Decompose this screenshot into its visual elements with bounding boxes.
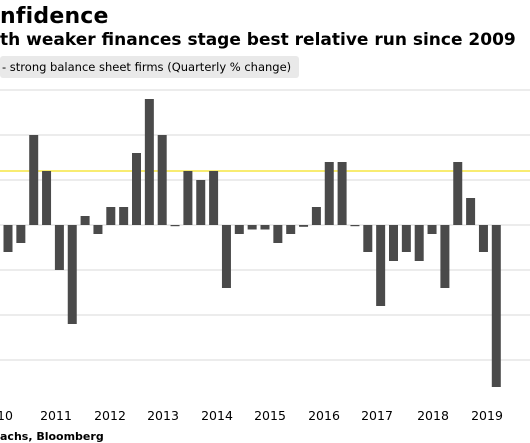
bar <box>3 225 13 252</box>
bar <box>478 225 488 252</box>
bar <box>389 225 398 261</box>
bar <box>106 207 116 225</box>
bar <box>93 225 103 234</box>
x-tick-label: 2015 <box>254 408 286 423</box>
bar <box>324 162 334 225</box>
bar <box>54 225 64 270</box>
x-tick-label: 2016 <box>308 408 340 423</box>
bar <box>209 171 219 225</box>
x-tick-label: 2018 <box>417 408 449 423</box>
bar <box>196 180 206 225</box>
x-tick-label: 2012 <box>94 408 126 423</box>
legend-box: - strong balance sheet firms (Quarterly … <box>0 56 300 78</box>
chart-subtitle: th weaker finances stage best relative r… <box>0 30 516 50</box>
bar <box>221 225 231 288</box>
bar <box>311 207 321 225</box>
bar <box>170 225 180 227</box>
bar <box>157 135 167 225</box>
bar <box>299 225 309 227</box>
bar <box>119 207 129 225</box>
bar <box>247 225 257 230</box>
bar <box>234 225 244 234</box>
bar <box>16 225 26 243</box>
bar <box>286 225 296 234</box>
bar <box>337 162 347 225</box>
bar <box>144 99 154 225</box>
bar <box>453 162 463 225</box>
bar <box>132 153 141 225</box>
bar <box>414 225 424 261</box>
bar <box>29 135 39 225</box>
x-tick-label: 10 <box>0 408 13 423</box>
bar <box>363 225 373 252</box>
bar <box>376 225 386 306</box>
chart-title: nfidence <box>0 4 109 29</box>
x-tick-label: 2019 <box>471 408 503 423</box>
x-tick-label: 2014 <box>201 408 233 423</box>
source-note: achs, Bloomberg <box>0 430 104 443</box>
x-tick-label: 2017 <box>361 408 393 423</box>
x-tick-label: 2013 <box>147 408 179 423</box>
bar <box>183 171 193 225</box>
bar <box>491 225 501 387</box>
legend-label: - strong balance sheet firms (Quarterly … <box>2 60 292 74</box>
bar <box>80 216 90 225</box>
bar <box>427 225 437 234</box>
bar <box>466 198 476 225</box>
bar <box>273 225 283 243</box>
bar <box>67 225 77 324</box>
x-tick-label: 2011 <box>40 408 72 423</box>
bar <box>401 225 411 252</box>
bar <box>350 225 360 227</box>
bar <box>260 225 270 230</box>
bar <box>440 225 450 288</box>
bar <box>42 171 52 225</box>
